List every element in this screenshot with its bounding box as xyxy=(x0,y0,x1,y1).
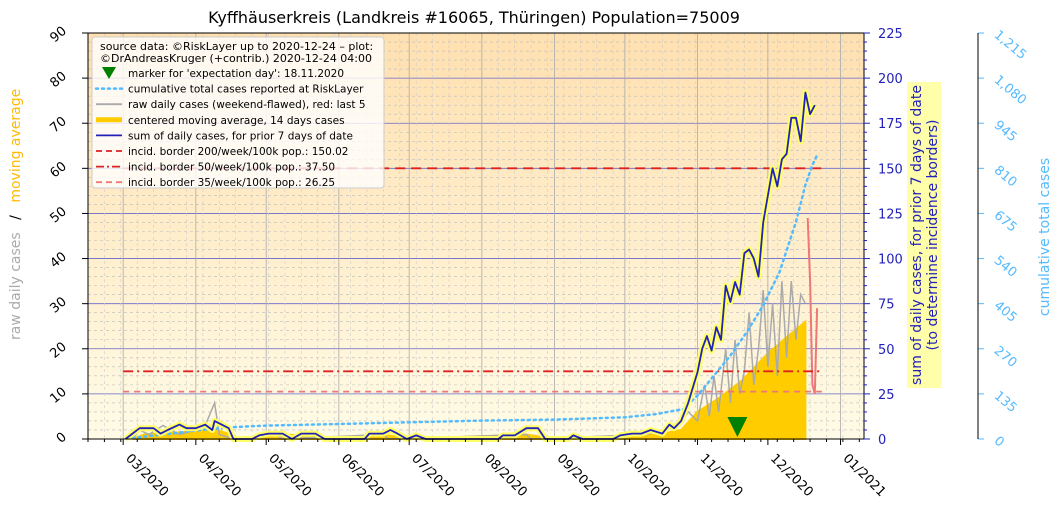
right-axis-label-box xyxy=(907,82,941,388)
legend-entry: incid. border 200/week/100k pop.: 150.02 xyxy=(96,146,348,158)
x-tick-label: 01/2021 xyxy=(840,451,889,500)
x-tick-label: 12/2020 xyxy=(767,451,816,500)
expectation-marker-layer xyxy=(727,417,748,437)
left-tick-label: 50 xyxy=(47,204,69,226)
legend-label: incid. border 35/week/100k pop.: 26.25 xyxy=(128,177,335,189)
sum7-line xyxy=(124,91,816,440)
plot-frame xyxy=(87,32,865,440)
x-tick-label: 09/2020 xyxy=(554,451,603,500)
right-tick-label: 75 xyxy=(878,298,895,313)
raw-daily-last5-line xyxy=(806,217,819,395)
chart-title: Kyffhäuserkreis (Landkreis #16065, Thüri… xyxy=(208,8,740,27)
x-tick-label: 06/2020 xyxy=(338,451,387,500)
left-tick-label: 30 xyxy=(47,294,69,316)
right-tick-label: 125 xyxy=(878,207,903,222)
legend-label: sum of daily cases, for prior 7 days of … xyxy=(128,130,353,142)
x-axis-ticks: 03/2020 04/2020 05/2020 06/2020 07/2020 08/20… xyxy=(87,439,889,500)
left-axis-label-part2: moving average xyxy=(8,89,24,203)
legend-label: marker for 'expectation day': 18.11.2020 xyxy=(128,68,344,80)
legend-entry: centered moving average, 14 days cases xyxy=(96,115,345,127)
legend-label: centered moving average, 14 days cases xyxy=(128,115,345,127)
right-tick-label: 225 xyxy=(878,27,903,42)
left-axis-label-part1: raw daily cases xyxy=(8,232,24,340)
legend-box xyxy=(91,36,385,189)
expectation-day-marker xyxy=(727,417,748,437)
legend-source-line2: ©DrAndreasKruger (+contrib.) 2020-12-24 … xyxy=(100,52,372,65)
right-tick-label: 200 xyxy=(878,72,903,87)
left-tick-label: 20 xyxy=(47,340,69,362)
raw-daily-series xyxy=(131,217,819,440)
right2-tick-label: 135 xyxy=(991,389,1020,416)
x-tick-label: 03/2020 xyxy=(122,451,171,500)
legend-entry: incid. border 35/week/100k pop.: 26.25 xyxy=(96,177,335,189)
right-axis-ticks: 0 25 50 75 100 125 150 175 200 225 xyxy=(864,27,903,448)
right-tick-label: 100 xyxy=(878,253,903,268)
legend-entry: raw daily cases (weekend-flawed), red: l… xyxy=(96,99,366,111)
right2-tick-label: 270 xyxy=(991,343,1020,370)
legend-entry: marker for 'expectation day': 18.11.2020 xyxy=(102,67,344,80)
right2-tick-label: 1,080 xyxy=(991,73,1029,108)
legend-marker-swatch xyxy=(102,67,116,79)
left-tick-label: 90 xyxy=(47,24,69,46)
left-tick-label: 70 xyxy=(47,114,69,136)
right-tick-label: 25 xyxy=(878,388,895,403)
x-tick-label: 08/2020 xyxy=(481,451,530,500)
left-tick-label: 80 xyxy=(47,69,69,91)
raw-daily-line xyxy=(131,281,807,440)
legend-source-line1: source data: ©RiskLayer up to 2020-12-24… xyxy=(100,40,373,53)
right-tick-label: 150 xyxy=(878,162,903,177)
right2-tick-label: 405 xyxy=(991,298,1020,325)
legend-label: raw daily cases (weekend-flawed), red: l… xyxy=(128,99,366,111)
sum7-series xyxy=(123,89,818,442)
right2-axis-ticks: 0 135 270 405 540 675 810 945 1,080 1,215 xyxy=(978,28,1029,451)
legend-entry: incid. border 50/week/100k pop.: 37.50 xyxy=(96,162,335,174)
right2-tick-label: 0 xyxy=(991,434,1007,451)
right2-tick-label: 810 xyxy=(991,163,1020,190)
left-axis-label-sep: / xyxy=(8,215,24,220)
left-tick-label: 0 xyxy=(54,430,70,447)
right2-tick-label: 945 xyxy=(991,118,1020,145)
right-tick-label: 0 xyxy=(878,433,886,448)
right2-tick-label: 540 xyxy=(991,253,1020,280)
x-tick-label: 04/2020 xyxy=(195,451,244,500)
left-axis-ticks: 0 10 20 30 40 50 60 70 80 90 xyxy=(47,24,88,447)
legend-entry: sum of daily cases, for prior 7 days of … xyxy=(96,130,353,142)
cumulative-series xyxy=(131,153,819,440)
legend-label: incid. border 200/week/100k pop.: 150.02 xyxy=(128,146,348,158)
right-tick-label: 175 xyxy=(878,117,903,132)
legend-entry: cumulative total cases reported at RiskL… xyxy=(94,84,364,96)
left-tick-label: 10 xyxy=(47,385,69,407)
left-tick-label: 40 xyxy=(47,249,69,271)
right-axis-label-line2: (to determine incidence borders) xyxy=(925,120,941,351)
left-axis-label: raw daily cases / moving average xyxy=(8,89,24,340)
x-tick-label: 07/2020 xyxy=(408,451,457,500)
cumulative-line xyxy=(131,153,819,440)
legend-label: cumulative total cases reported at RiskL… xyxy=(128,84,364,96)
legend: source data: ©RiskLayer up to 2020-12-24… xyxy=(91,36,385,189)
legend-label: incid. border 50/week/100k pop.: 37.50 xyxy=(128,162,335,174)
right2-axis-label: cumulative total cases xyxy=(1037,158,1053,316)
left-tick-label: 60 xyxy=(47,159,69,181)
right2-tick-label: 1,215 xyxy=(991,28,1029,63)
right-axis-label-line1: sum of daily cases, for prior 7 days of … xyxy=(909,85,925,385)
x-tick-label: 05/2020 xyxy=(265,451,314,500)
right2-tick-label: 675 xyxy=(991,208,1020,235)
right-tick-label: 50 xyxy=(878,343,895,358)
x-tick-label: 11/2020 xyxy=(697,451,746,500)
x-tick-label: 10/2020 xyxy=(624,451,673,500)
